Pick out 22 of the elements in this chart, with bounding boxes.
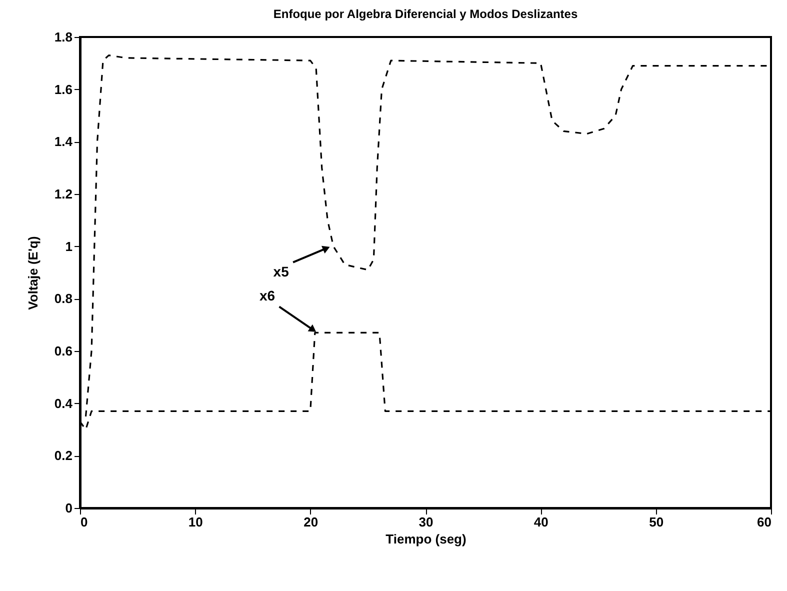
y-tick-label: 1.2 — [54, 186, 72, 202]
y-tick-label: 0.6 — [54, 344, 72, 358]
y-tick-label: 0.4 — [54, 396, 74, 411]
x-tick-label: 40 — [534, 514, 548, 530]
x-tick-label: 10 — [188, 514, 203, 530]
y-axis-title: Voltaje (E'q) — [25, 236, 40, 310]
y-tick-label: 1 — [65, 238, 72, 254]
y-tick-label: 0.2 — [54, 448, 72, 464]
chart-title: Enfoque por Algebra Diferencial y Modos Deslizantes — [273, 7, 578, 21]
x-tick-label: 30 — [418, 514, 434, 530]
y-tick-label: 1.4 — [54, 134, 74, 150]
x-tick-label: 0 — [80, 514, 88, 530]
annotation: x5 — [273, 263, 290, 280]
x-tick-label: 50 — [649, 514, 664, 530]
y-tick-label: 1.6 — [54, 82, 72, 97]
x-tick-label: 60 — [757, 514, 772, 530]
y-tick-label: 0 — [65, 500, 72, 516]
annotation: x6 — [259, 288, 276, 304]
y-tick-label: 0.8 — [54, 291, 72, 306]
x-tick-label: 20 — [304, 514, 318, 530]
y-tick-label: 1.8 — [54, 30, 72, 44]
x-axis-title: Tiempo (seg) — [386, 532, 466, 546]
